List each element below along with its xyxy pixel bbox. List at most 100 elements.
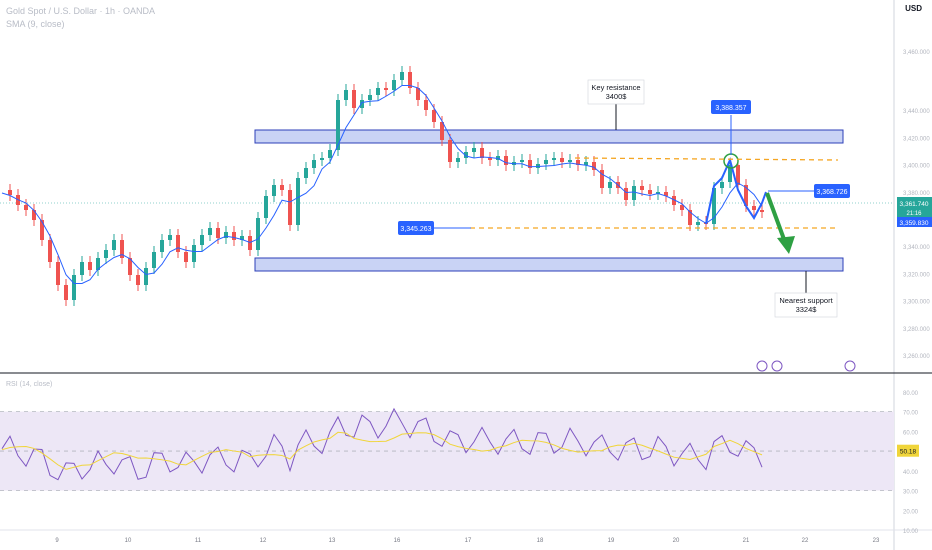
candle-body	[392, 80, 396, 90]
candle-body	[712, 188, 716, 224]
candle-body	[456, 158, 460, 162]
rsi-tick-label: 70.00	[903, 411, 919, 417]
candle-body	[760, 210, 764, 212]
rsi-band	[0, 411, 894, 491]
time-label: 21	[743, 538, 750, 544]
target-arrow	[765, 192, 787, 243]
candle-body	[472, 148, 476, 152]
current-price: 3,361.740	[900, 201, 929, 208]
candle-body	[624, 188, 628, 200]
candle-body	[560, 158, 564, 162]
candle-body	[576, 160, 580, 165]
resistance-title: Key resistance	[591, 83, 640, 92]
price-tick-label: 3,460.000	[903, 50, 930, 56]
price-tick-label: 3,340.000	[903, 245, 930, 251]
candle-body	[240, 236, 244, 240]
candle-body	[480, 148, 484, 158]
candle-body	[368, 95, 372, 100]
price-tick-label: 3,420.000	[903, 136, 930, 142]
candle-body	[224, 232, 228, 238]
candle-body	[584, 162, 588, 165]
candle-body	[48, 240, 52, 262]
candle-body	[408, 72, 412, 88]
time-label: 16	[394, 538, 401, 544]
price-tick-label: 3,400.000	[903, 164, 930, 170]
low-label-box	[398, 221, 434, 235]
candle-body	[680, 205, 684, 210]
candle-body	[312, 160, 316, 168]
price-tick-label: 3,260.000	[903, 354, 930, 360]
sma-price: 3,359.830	[900, 220, 929, 227]
candle-body	[520, 160, 524, 162]
time-label: 13	[329, 538, 336, 544]
candle-body	[184, 252, 188, 262]
price-tick-label: 3,320.000	[903, 272, 930, 278]
candle-body	[152, 252, 156, 268]
candle-body	[464, 152, 468, 158]
price-tick-label: 3,440.000	[903, 109, 930, 115]
candle-body	[608, 182, 612, 188]
candle-body	[320, 158, 324, 160]
candle-body	[304, 168, 308, 178]
time-label: 18	[537, 538, 544, 544]
level-line	[574, 157, 839, 161]
candle-body	[272, 185, 276, 196]
sma-price-tag	[897, 217, 932, 227]
indicator-label: SMA (9, close)	[6, 19, 65, 29]
candle-body	[432, 110, 436, 122]
candle-body	[208, 228, 212, 235]
rsi-tick-label: 80.00	[903, 391, 919, 397]
candle-body	[504, 156, 508, 165]
support-title: Nearest support	[779, 296, 833, 305]
peak-label: 3,388.357	[715, 105, 746, 112]
mid-label-box	[814, 184, 850, 198]
rsi-layer: RSI (14, close)80.0070.0060.0050.0040.00…	[0, 381, 919, 535]
rsi-value-tag	[897, 444, 919, 457]
mid-label: 3,368.726	[816, 189, 847, 196]
rsi-tick-label: 60.00	[903, 430, 919, 436]
peak-label-box	[711, 100, 751, 114]
candle-body	[424, 100, 428, 110]
current-price-tag	[897, 197, 932, 218]
symbol-title: Gold Spot / U.S. Dollar · 1h · OANDA	[6, 6, 156, 16]
resistance-callout	[587, 79, 645, 105]
rsi-tick-label: 30.00	[903, 490, 919, 496]
support-price: 3324$	[796, 305, 818, 314]
pattern-line	[705, 157, 767, 225]
rsi-title: RSI (14, close)	[6, 381, 52, 388]
candle-body	[72, 275, 76, 300]
candle-body	[136, 275, 140, 285]
time-label: 20	[673, 538, 680, 544]
price-tick-label: 3,280.000	[903, 327, 930, 333]
candle-body	[720, 182, 724, 188]
candle-body	[8, 190, 12, 195]
candle-body	[352, 90, 356, 108]
flag-icon	[771, 360, 783, 372]
candle-body	[344, 90, 348, 100]
candle-body	[120, 240, 124, 258]
candle-body	[336, 100, 340, 150]
rsi-value: 50.18	[900, 449, 917, 456]
event-icon	[756, 360, 768, 372]
time-label: 11	[195, 538, 202, 544]
candle-body	[728, 165, 732, 182]
time-label: 23	[873, 538, 880, 544]
candle-body	[384, 88, 388, 90]
candle-body	[104, 250, 108, 258]
candle-body	[648, 190, 652, 194]
time-label: 22	[802, 538, 809, 544]
candle-body	[376, 88, 380, 95]
candle-body	[88, 262, 92, 270]
countdown: 21:16	[906, 211, 922, 217]
candle-body	[80, 262, 84, 275]
candle-body	[528, 160, 532, 168]
currency-button[interactable]: USD	[905, 4, 922, 13]
candle-body	[600, 170, 604, 188]
rsi-tick-label: 40.00	[903, 470, 919, 476]
candle-body	[568, 160, 572, 162]
candle-body	[632, 186, 636, 200]
candle-body	[552, 158, 556, 160]
price-tick-label: 3,300.000	[903, 300, 930, 306]
